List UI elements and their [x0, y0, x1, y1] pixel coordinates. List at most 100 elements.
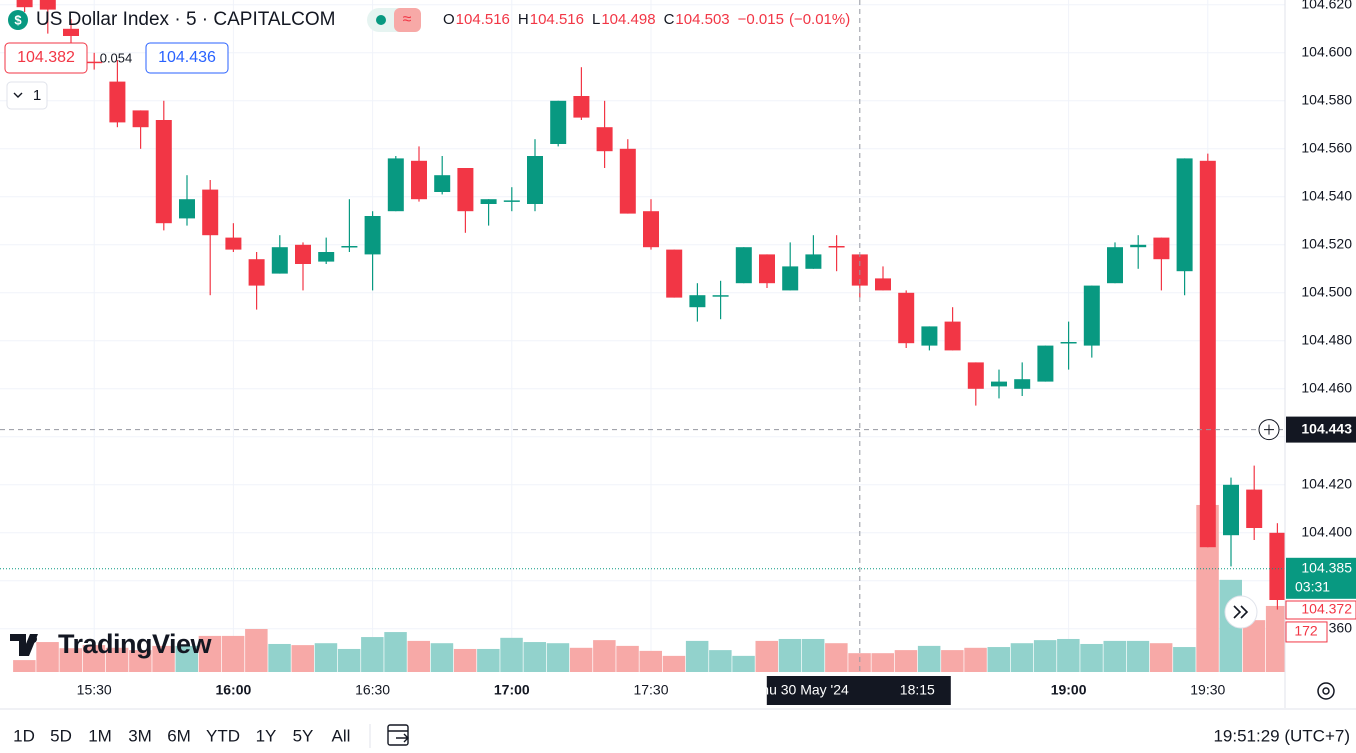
symbol-title[interactable]: US Dollar Index · 5 · CAPITALCOM: [36, 9, 336, 30]
candle-body: [782, 266, 799, 291]
ohlc-legend: O 104.516 H 104.516 L 104.498 C 104.503 −0.015 (−…: [443, 11, 850, 28]
symbol-icon: [8, 10, 28, 30]
candle-body: [109, 81, 126, 123]
candle-body: [16, 0, 33, 8]
candle-body: [271, 247, 288, 274]
range-button[interactable]: 3M: [128, 726, 152, 745]
volume-bar: [546, 643, 570, 672]
y-tick-label: 104.600: [1301, 44, 1352, 60]
volume-bar: [314, 643, 338, 672]
candle-pane: [16, 0, 1285, 610]
volume-pane: [13, 504, 1285, 672]
delay-badge: [394, 8, 421, 32]
volume-bar: [407, 640, 430, 672]
crosshair-price: 104.443: [1301, 420, 1352, 436]
volume-bar: [152, 645, 175, 672]
volume-bar: [987, 647, 1010, 672]
candle-body: [666, 249, 683, 298]
settings-button[interactable]: [1317, 682, 1335, 700]
ohlc-value: 104.516: [530, 11, 584, 28]
candle-body: [1223, 484, 1239, 536]
ohlc-value: 104.516: [456, 11, 510, 28]
candle-body: [1037, 345, 1054, 382]
overlay: [0, 0, 1285, 672]
goto-date[interactable]: [387, 724, 409, 746]
volume-bar: [1103, 640, 1126, 672]
candle-body: [1199, 160, 1216, 548]
volume-bar: [685, 640, 709, 672]
candle-body: [1060, 342, 1077, 344]
crosshair-date: Thu 30 May '24: [753, 682, 849, 698]
ask-box[interactable]: [145, 42, 229, 74]
range-button[interactable]: 1M: [88, 726, 112, 745]
ohlc-key: O: [443, 11, 455, 28]
ohlc-value: 104.503: [675, 11, 729, 28]
y-tick-label: 104.480: [1301, 332, 1352, 348]
y-tick-label: 104.400: [1301, 524, 1352, 540]
volume-bar: [129, 650, 152, 672]
countdown: 03:31: [1295, 579, 1330, 595]
y-tick-label: 104.520: [1301, 236, 1352, 252]
range-button[interactable]: 6M: [167, 726, 191, 745]
volume-bar: [1242, 620, 1266, 672]
candle-body: [132, 110, 149, 128]
crosshair-price-box: [1286, 416, 1356, 443]
volume-bar: [291, 645, 314, 672]
range-button[interactable]: 5Y: [293, 726, 314, 745]
candle-body: [712, 295, 729, 297]
range-button[interactable]: 5D: [50, 726, 72, 745]
logo-dot: [29, 635, 37, 643]
range-button[interactable]: All: [332, 726, 351, 745]
gear-center: [1322, 687, 1330, 695]
candle-body: [643, 211, 659, 248]
ohlc-key: H: [518, 11, 529, 28]
time-axis: 15:30 16:00 16:30 17:00 17:30 19:00 19:30 Thu 3…: [77, 676, 1226, 705]
volume-bar: [1126, 640, 1150, 672]
clock[interactable]: 19:51:29 (UTC+7): [1213, 726, 1350, 745]
candle-body: [225, 237, 242, 250]
candle-body: [1014, 379, 1031, 389]
volume-bar: [662, 655, 686, 672]
candle-body: [967, 362, 984, 389]
volume-bar: [616, 645, 639, 672]
candle-body: [1246, 489, 1263, 528]
range-button[interactable]: 1D: [13, 726, 35, 745]
volume-bar: [1265, 605, 1285, 672]
last-close-box: [1285, 600, 1356, 620]
volume-bar: [268, 643, 291, 672]
candle-body: [1153, 237, 1170, 260]
x-tick-label: 19:30: [1190, 682, 1225, 698]
candle-body: [828, 246, 845, 248]
spread: 0.054: [100, 50, 133, 65]
volume-bar: [639, 650, 662, 672]
gear: [1317, 682, 1335, 700]
volume-bar: [82, 645, 106, 672]
bid-box[interactable]: [4, 42, 88, 74]
candle-body: [596, 127, 613, 152]
last-volume: 172: [1294, 623, 1318, 639]
y-tick-label: 104.500: [1301, 284, 1352, 300]
range-button[interactable]: YTD: [206, 726, 240, 745]
candle-body: [480, 199, 497, 204]
last-volume-box: [1285, 621, 1328, 643]
candle-body: [341, 246, 358, 248]
volume-bar: [964, 647, 987, 672]
ohlc-key: C: [664, 11, 675, 28]
volume-bar: [337, 648, 361, 672]
volume-bar: [1057, 638, 1080, 672]
volume-bar: [36, 642, 59, 672]
plus: [1264, 424, 1274, 435]
y-tick-label: 104.560: [1301, 140, 1352, 156]
market-open-dot: [376, 15, 386, 25]
indicator-toggle[interactable]: [6, 81, 48, 110]
volume-bar: [569, 647, 593, 672]
volume-bar: [917, 645, 941, 672]
range-button[interactable]: 1Y: [256, 726, 277, 745]
candle-body: [573, 96, 590, 118]
y-tick-label: 104.580: [1301, 92, 1352, 108]
candle-body: [295, 244, 311, 264]
volume-bar: [1173, 647, 1196, 672]
volume-bar: [778, 638, 802, 672]
volume-bar: [1033, 640, 1057, 672]
candle-body: [318, 252, 335, 262]
